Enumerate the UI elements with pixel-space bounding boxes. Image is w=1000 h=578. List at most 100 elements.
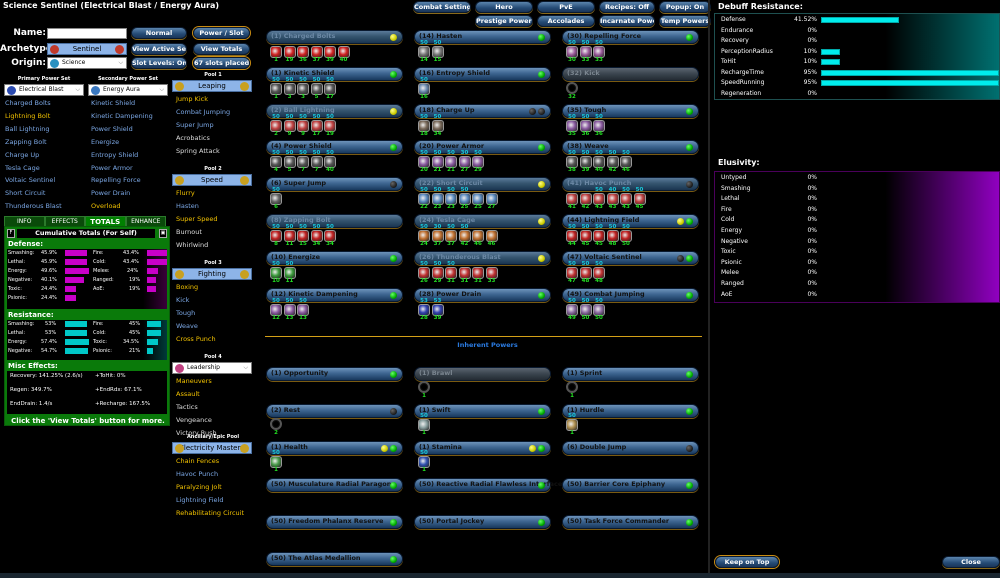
enhancement[interactable]: 50 48 [606, 224, 619, 247]
enhancement[interactable]: 50 50 [620, 224, 632, 247]
pool-dropdown[interactable]: Leadership ⌵ [172, 362, 252, 374]
enhancement[interactable]: 50 34 [310, 224, 323, 247]
pve-button[interactable]: PvE [537, 1, 595, 13]
tab-effects[interactable]: EFFECTS [44, 216, 85, 226]
power-slot[interactable]: (2) Rest [266, 404, 403, 418]
enhancement[interactable]: 50 45 [579, 224, 592, 247]
enhancement[interactable]: 41 [566, 190, 578, 210]
toggle-on-icon[interactable] [390, 254, 397, 262]
power-item[interactable]: Power Armor [91, 163, 133, 172]
pool-selector[interactable]: Electricity Mastery [172, 442, 252, 454]
enhancement[interactable]: 36 [297, 43, 309, 63]
power-slot[interactable]: (8) Zapping Bolt [266, 214, 403, 228]
toggle-off-icon[interactable] [390, 408, 397, 415]
power-slot[interactable]: (35) Tough [562, 103, 699, 118]
power-slot[interactable]: (26) Thunderous Blast [414, 250, 551, 265]
toggle-on-icon[interactable] [538, 445, 545, 452]
enhancement[interactable]: 50 1 [566, 413, 578, 436]
enhancement[interactable]: 50 50 [593, 298, 605, 321]
toggle-on-icon[interactable] [390, 291, 397, 299]
proc-indicator-icon[interactable] [390, 107, 397, 115]
empty-slot[interactable]: 2 [270, 416, 282, 436]
toggle-on-icon[interactable] [538, 408, 545, 415]
enhancement[interactable]: 50 48 [593, 261, 605, 284]
pool-power-item[interactable]: Flurry [176, 189, 195, 197]
power-slot[interactable]: (1) Hurdle [562, 404, 699, 418]
pool-power-item[interactable]: Jump Kick [176, 95, 208, 103]
enhancement[interactable]: 46 [485, 227, 498, 247]
enhancement[interactable]: 50 11 [283, 261, 296, 284]
power-slot[interactable]: (38) Weave [562, 140, 699, 155]
enhancement[interactable]: 50 20 [418, 150, 430, 173]
enhancement[interactable]: 39 [324, 43, 336, 63]
pool-selector[interactable]: Fighting [172, 268, 252, 280]
enhancement[interactable]: 31 [472, 264, 484, 284]
power-item[interactable]: Power Shield [91, 124, 133, 133]
toggle-off-icon[interactable] [677, 254, 684, 262]
pool-power-item[interactable]: Combat Jumping [176, 107, 231, 116]
enhancement[interactable]: 50 1 [418, 450, 430, 473]
power-slot[interactable]: (6) Super Jump [266, 177, 403, 192]
pool-power-item[interactable]: Weave [176, 321, 198, 330]
slot-levels-button[interactable]: Slot Levels: On [131, 57, 187, 69]
enhancement[interactable]: 50 8 [270, 224, 282, 247]
power-slot[interactable]: (6) Double Jump [562, 441, 699, 455]
enhancement[interactable]: 40 43 [606, 187, 619, 210]
secondary-set-dropdown[interactable]: Energy Aura ⌵ [88, 84, 168, 96]
enhancement[interactable]: 50 33 [579, 40, 592, 63]
enhancement[interactable]: 50 35 [566, 114, 578, 137]
proc-indicator-icon[interactable] [529, 445, 536, 452]
toggle-on-icon[interactable] [390, 519, 397, 526]
power-slot[interactable]: (30) Repelling Force [562, 30, 699, 44]
enhancement[interactable]: 50 15 [297, 224, 309, 247]
power-slot[interactable]: (1) Brawl [414, 367, 551, 381]
power-item[interactable]: Zapping Bolt [5, 137, 47, 146]
enhancement[interactable]: 50 5 [310, 77, 323, 100]
power-slot[interactable]: (50) Portal Jockey [414, 515, 551, 529]
proc-indicator-icon[interactable] [538, 181, 545, 189]
proc-indicator-icon[interactable] [677, 218, 684, 225]
power-item[interactable]: Power Drain [91, 189, 131, 198]
enhancement[interactable]: 50 44 [566, 224, 578, 247]
power-item[interactable]: Thunderous Blast [5, 202, 62, 211]
power-slot[interactable]: (50) Task Force Commander [562, 515, 699, 529]
enhancement[interactable]: 50 25 [458, 187, 471, 210]
name-input[interactable] [47, 28, 127, 39]
enhancement[interactable]: 50 34 [324, 224, 336, 247]
enhancement[interactable]: 50 38 [566, 150, 578, 173]
enhancement[interactable]: 25 [472, 190, 484, 210]
enhancement[interactable]: 50 17 [324, 77, 336, 100]
power-slot[interactable]: (22) Short Circuit [414, 177, 551, 192]
power-slot[interactable]: (47) Voltaic Sentinel [562, 250, 699, 265]
enhancement[interactable]: 50 3 [283, 77, 296, 100]
pool-power-item[interactable]: Havoc Punch [176, 469, 219, 478]
pool-power-item[interactable]: Super Jump [176, 120, 214, 129]
enhancement[interactable]: 50 45 [633, 187, 646, 210]
enhancement[interactable]: 50 50 [579, 298, 592, 321]
pool-power-item[interactable]: Boxing [176, 283, 199, 291]
empty-slot[interactable]: 1 [566, 379, 578, 399]
power-item[interactable]: Voltaic Sentinel [5, 176, 56, 185]
power-slot[interactable]: (4) Power Shield [266, 140, 403, 155]
enhancement[interactable]: 50 21 [431, 150, 444, 173]
toggle-off-icon[interactable] [686, 445, 693, 452]
power-slot[interactable]: (50) The Atlas Medallion [266, 552, 403, 566]
proc-indicator-icon[interactable] [538, 218, 545, 225]
enhancement[interactable]: 50 9 [283, 114, 296, 137]
enhancement[interactable]: 50 24 [418, 224, 430, 247]
enhancement[interactable]: 50 34 [431, 114, 444, 137]
power-slot[interactable]: (50) Musculature Radial Paragon [266, 478, 403, 492]
enhancement[interactable]: 50 4 [270, 150, 282, 173]
enhancement[interactable]: 50 13 [283, 298, 296, 321]
archetype-selector[interactable]: Sentinel [47, 43, 127, 55]
power-slot[interactable]: (12) Kinetic Dampening [266, 287, 403, 302]
toggle-on-icon[interactable] [538, 144, 545, 152]
toggle-off-icon[interactable] [529, 107, 536, 115]
enhancement[interactable]: 50 14 [418, 40, 430, 63]
enhancement[interactable]: 50 48 [579, 261, 592, 284]
power-slot[interactable]: (49) Combat Jumping [562, 287, 699, 302]
power-slot[interactable]: (10) Energize [266, 250, 403, 265]
toggle-off-icon[interactable] [538, 107, 545, 115]
power-item[interactable]: Lightning Bolt [5, 111, 51, 120]
enhancement[interactable]: 46 [472, 227, 484, 247]
